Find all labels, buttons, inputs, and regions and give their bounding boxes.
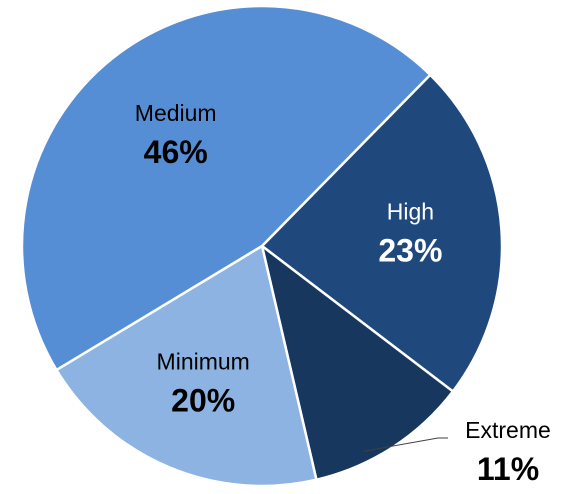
slice-value-minimum: 20% <box>171 382 235 418</box>
slice-value-extreme: 11% <box>477 451 539 487</box>
slice-value-medium: 46% <box>144 134 208 170</box>
pie-slice-high <box>260 73 504 394</box>
slice-label-extreme: Extreme <box>465 417 551 443</box>
slice-label-medium: Medium <box>135 100 217 126</box>
slice-label-minimum: Minimum <box>157 348 250 374</box>
pie-slice-extreme <box>259 242 455 482</box>
leader-line-extreme <box>363 437 448 452</box>
pie-slices <box>20 4 504 488</box>
pie-slice-minimum <box>54 244 318 488</box>
slice-value-high: 23% <box>378 232 442 268</box>
slice-label-high: High <box>387 198 434 224</box>
pie-slice-medium <box>20 4 432 372</box>
pie-labels: High 23% Extreme 11% Minimum 20% Medium 46% <box>135 100 551 487</box>
